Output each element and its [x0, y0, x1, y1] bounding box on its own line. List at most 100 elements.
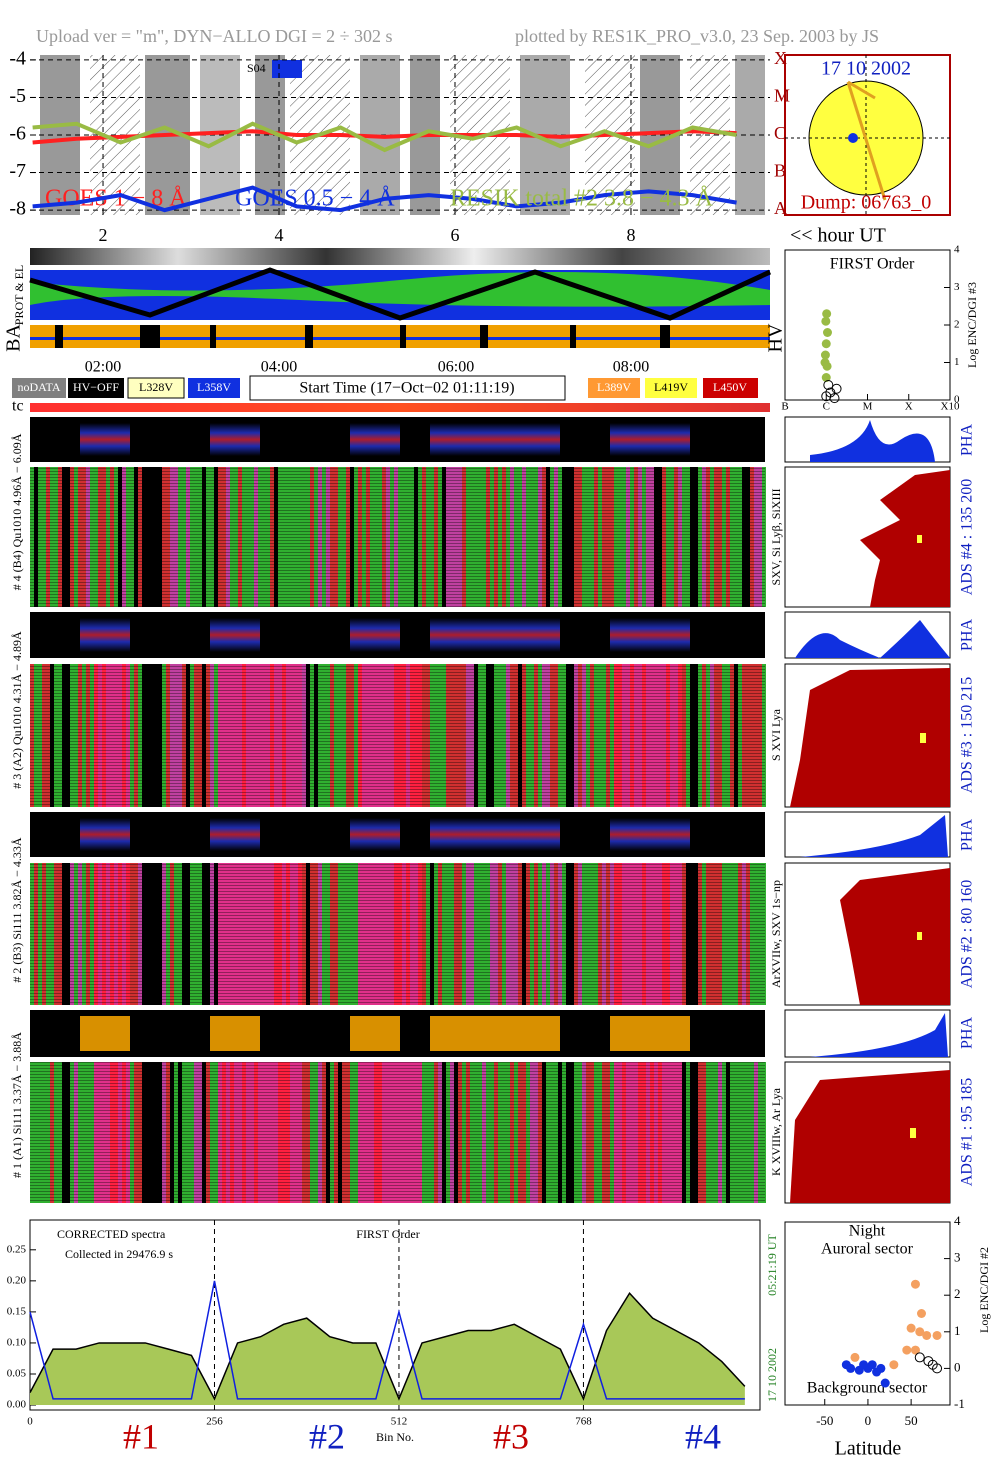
legend-l450v: L450V: [713, 380, 747, 394]
ba-label: BA: [3, 324, 25, 352]
pha-band: [210, 818, 260, 851]
y2-tick-label: X: [774, 48, 787, 68]
y-tick-label: 0.10: [7, 1336, 27, 1348]
pha-band: [350, 423, 400, 456]
hour-axis-label: << hour UT: [790, 225, 886, 247]
group-label: #3: [493, 1416, 529, 1456]
point: [822, 328, 832, 337]
y-tick-label: 0: [954, 394, 960, 406]
box-label: S04: [247, 61, 266, 75]
area: [30, 1293, 745, 1406]
y2-tick-label: M: [774, 86, 790, 106]
y-tick-label: 3: [954, 281, 960, 293]
header-left: Upload ver = "m", DYN−ALLO DGI = 2 ÷ 302…: [36, 26, 392, 46]
pha-label: PHA: [959, 1017, 976, 1049]
pha-label: PHA: [959, 819, 976, 851]
y2-tick-label: C: [774, 123, 786, 143]
annotation: Background sector: [807, 1380, 928, 1397]
hv-legend: [12, 375, 758, 401]
point: [910, 1279, 920, 1289]
point: [914, 1352, 925, 1363]
pha-band: [80, 818, 130, 851]
pha-band: [210, 1016, 260, 1051]
annotation: FIRST Order: [356, 1227, 419, 1241]
y-tick-label: -7: [9, 160, 26, 182]
y-tick-label: 0.15: [7, 1305, 27, 1317]
pha-band: [210, 618, 260, 652]
x-tick-label: 8: [626, 225, 635, 245]
point: [822, 309, 832, 319]
ads-label: ADS #4 : 135 200: [959, 479, 976, 595]
y-tick-label: -8: [9, 198, 26, 220]
group-label: #2: [309, 1416, 345, 1456]
point: [916, 1309, 926, 1318]
x-tick-label: 0: [27, 1416, 33, 1428]
legend-entry: RESIK total #2 3.8 − 4.3 Å: [450, 186, 714, 212]
x-tick-label: M: [863, 401, 873, 413]
pha-band: [350, 618, 400, 652]
pha-band: [610, 618, 690, 652]
prot-label: PROT & EL: [12, 265, 26, 325]
y-tick-label: 1: [954, 356, 960, 368]
tc-label: tc: [12, 398, 24, 415]
ads-label: ADS #3 : 150 215: [959, 677, 976, 793]
pha-label: PHA: [959, 619, 976, 651]
y-tick-label: -1: [954, 1396, 965, 1411]
pha-band: [350, 1016, 400, 1051]
side-panels: [784, 416, 951, 1204]
point: [932, 1363, 943, 1374]
y-tick-label: -6: [9, 123, 26, 145]
x-axis-label: Bin No.: [376, 1430, 414, 1444]
point: [867, 1360, 877, 1370]
line-label: SXV, Si Lyβ, SiXIII: [769, 489, 783, 586]
channel-label: # 3 (A2) Qu1010 4.31Å − 4.89Å: [10, 631, 24, 789]
point: [932, 1330, 942, 1340]
y-tick-label: 4: [954, 244, 960, 256]
x-tick-label: 50: [905, 1413, 918, 1428]
x-tick-label: 768: [575, 1416, 592, 1428]
x-tick-label: 256: [206, 1416, 223, 1428]
status-strips: [29, 248, 772, 412]
y-tick-label: -4: [9, 47, 26, 69]
legend-l358v: L358V: [197, 380, 231, 394]
point: [831, 383, 842, 394]
chart-title: FIRST Order: [830, 256, 915, 273]
x-tick-label: C: [823, 401, 830, 413]
time-label: 04:00: [261, 359, 297, 376]
ads-label: ADS #1 : 95 185: [959, 1078, 976, 1186]
time-label: 08:00: [613, 359, 649, 376]
x-tick-label: 4: [275, 225, 284, 245]
y-tick-label: 0.20: [7, 1274, 27, 1286]
y-tick-label: 2: [954, 319, 960, 331]
y-tick-label: 2: [954, 1286, 961, 1301]
dump-label: Dump: 06763_0: [801, 192, 932, 214]
y-tick-label: 0.05: [7, 1368, 27, 1380]
point: [829, 393, 840, 404]
start-time: Start Time (17−Oct−02 01:11:19): [299, 380, 514, 397]
point: [876, 1363, 886, 1373]
pha-band: [430, 818, 560, 851]
y-tick-label: 4: [954, 1213, 961, 1228]
point: [880, 1378, 890, 1388]
line-label: S XVI Lya: [769, 708, 783, 761]
group-label: #4: [685, 1416, 721, 1456]
legend-l389v: L389V: [597, 380, 631, 394]
legend-entry: GOES 0.5 − 4 Å: [235, 186, 395, 212]
annotation: CORRECTED spectra: [57, 1227, 166, 1241]
y-tick-label: 0.00: [7, 1399, 27, 1411]
pha-band: [350, 818, 400, 851]
legend-entry: GOES 1 − 8 Å: [45, 186, 187, 212]
spectrogram-stripes: [30, 664, 765, 807]
point: [823, 380, 834, 390]
pha-band: [210, 423, 260, 456]
point: [821, 339, 831, 349]
annotation: Auroral sector: [821, 1241, 914, 1258]
point: [820, 358, 830, 367]
legend-hv-off: HV−OFF: [73, 380, 119, 394]
annotation: Collected in 29476.9 s: [65, 1247, 173, 1261]
point: [821, 316, 831, 326]
point: [910, 1345, 920, 1355]
time-label: 06:00: [438, 359, 474, 376]
y-axis-label: Log ENC/DGI #3: [965, 282, 979, 368]
